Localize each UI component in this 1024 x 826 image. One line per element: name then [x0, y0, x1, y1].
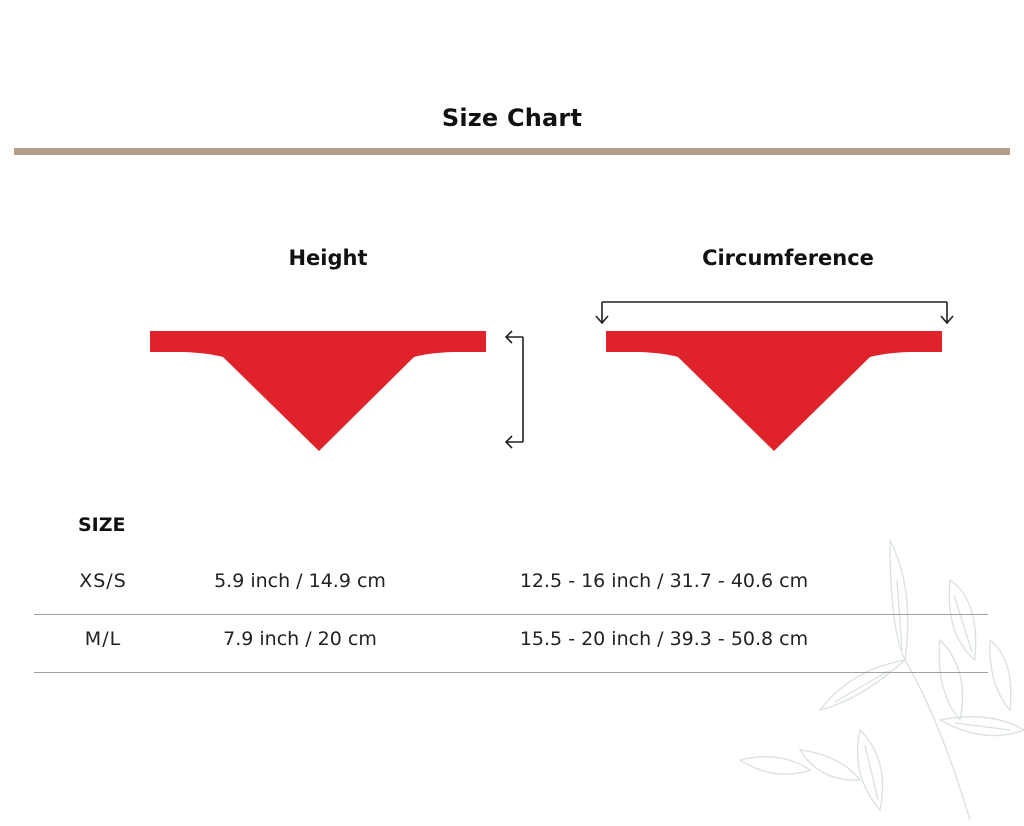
- leaf-decoration-icon: [740, 539, 1024, 821]
- page-title: Size Chart: [441, 104, 583, 132]
- table-row: M/L 7.9 inch / 20 cm 15.5 - 20 inch / 39…: [34, 614, 988, 673]
- size-cell: M/L: [84, 628, 122, 650]
- bandana-icon: [606, 331, 942, 451]
- table-row: XS/S 5.9 inch / 14.9 cm 12.5 - 16 inch /…: [34, 556, 988, 615]
- circumference-cell: 15.5 - 20 inch / 39.3 - 50.8 cm: [519, 628, 809, 650]
- circumference-column-title: Circumference: [702, 246, 874, 270]
- circumference-cell: 12.5 - 16 inch / 31.7 - 40.6 cm: [519, 570, 809, 592]
- height-cell: 5.9 inch / 14.9 cm: [214, 570, 386, 592]
- bandana-icon: [150, 331, 486, 451]
- size-cell: XS/S: [79, 570, 127, 592]
- size-table-heading: SIZE: [78, 514, 126, 536]
- height-cell: 7.9 inch / 20 cm: [223, 628, 377, 650]
- height-arrow-icon: [504, 330, 524, 449]
- circumference-arrow-icon: [595, 301, 954, 325]
- title-divider: [14, 148, 1010, 155]
- bandana-diagrams: [150, 301, 954, 451]
- height-column-title: Height: [288, 246, 368, 270]
